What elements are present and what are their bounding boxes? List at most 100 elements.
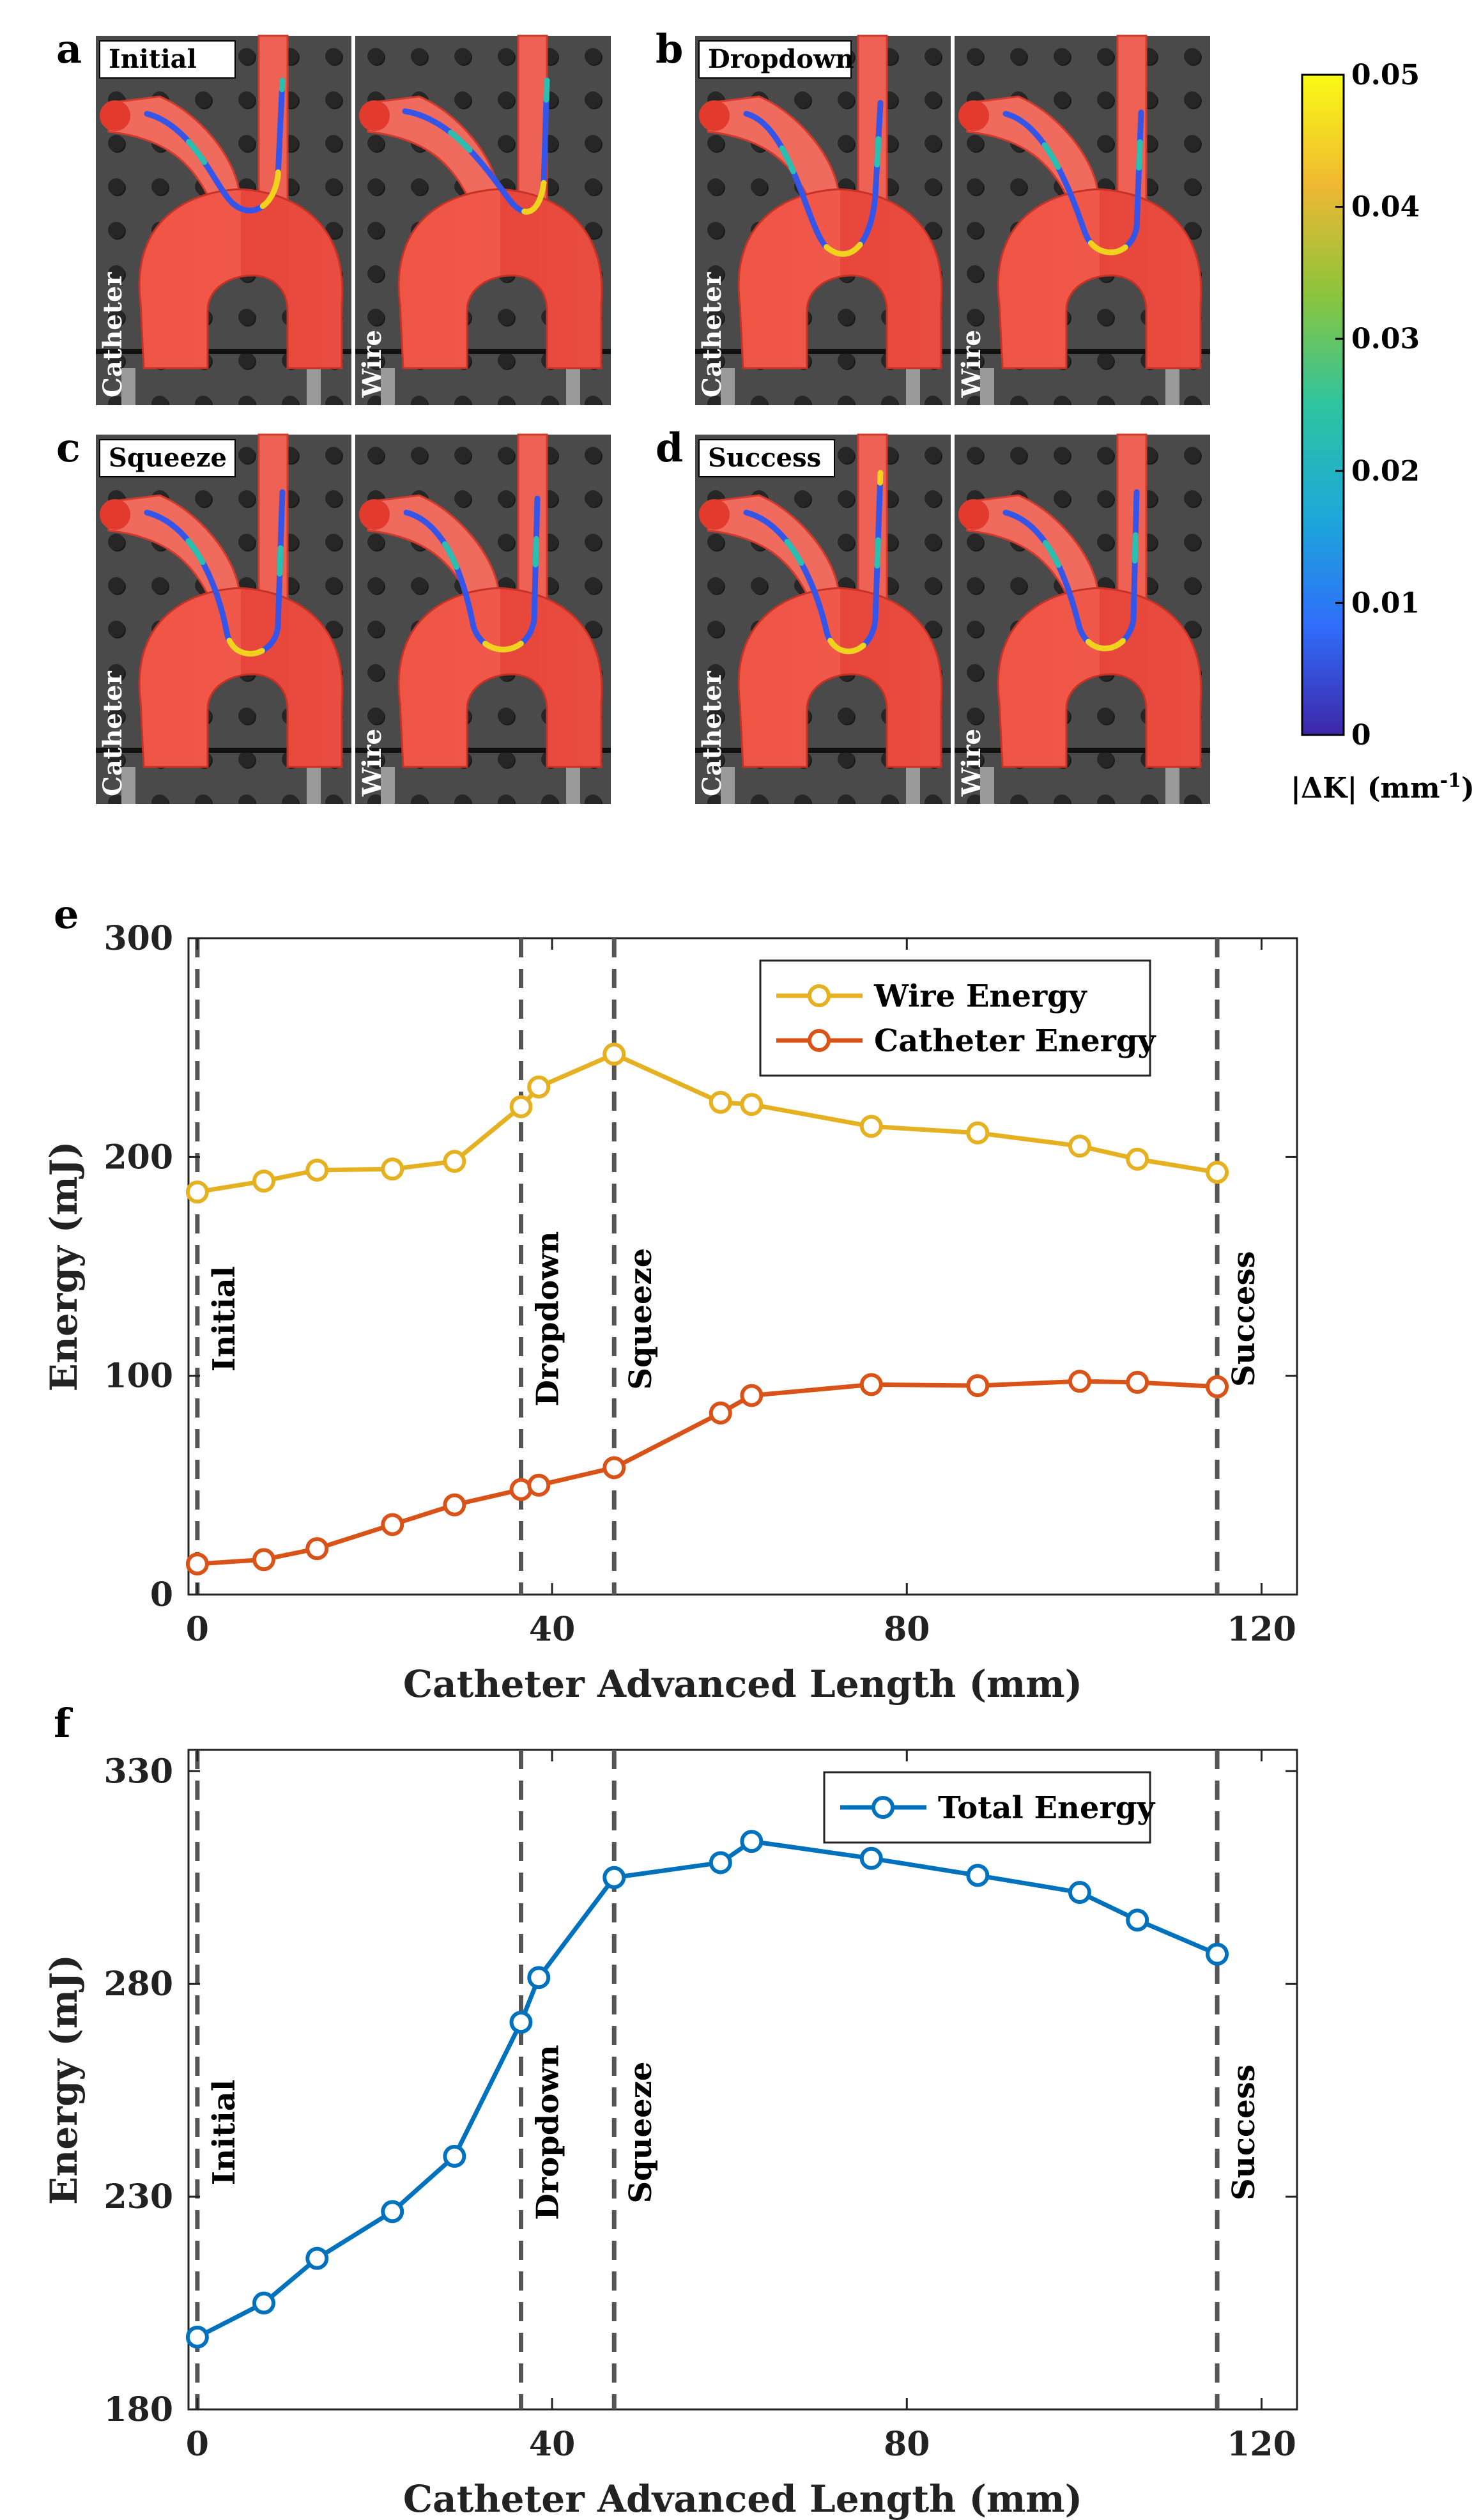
stage-tag: Squeeze <box>109 443 227 473</box>
stage-tag-box <box>99 40 236 79</box>
colorbar-tick-label: 0.04 <box>1351 191 1420 224</box>
legend-entry: Total Energy <box>938 1790 1156 1826</box>
aortic-arch <box>737 587 943 768</box>
legend-entry: Wire Energy <box>873 978 1088 1014</box>
y-tick-label: 300 <box>104 919 173 958</box>
event-label: Initial <box>206 2080 242 2185</box>
data-point <box>859 1373 883 1396</box>
colorbar-tick-label: 0.02 <box>1351 455 1420 488</box>
wire-label: Wire <box>357 330 387 398</box>
x-tick-label: 80 <box>884 1610 930 1649</box>
x-tick-label: 120 <box>1227 1610 1296 1649</box>
device-curve <box>1002 109 1144 256</box>
colorbar-tick-label: 0.01 <box>1351 587 1420 619</box>
tube-right <box>566 767 580 804</box>
legend-swatch-marker <box>871 1796 894 1819</box>
aortic-arch <box>997 188 1202 369</box>
series-total-energy <box>185 1830 1229 2349</box>
colorbar-tick-label: 0 <box>1351 719 1371 752</box>
x-tick-label: 0 <box>186 1610 209 1649</box>
aortic-arch <box>737 188 943 369</box>
tube-left <box>980 767 994 804</box>
legend-swatch-marker <box>808 984 831 1007</box>
y-tick-label: 200 <box>104 1138 173 1177</box>
inlet-cap <box>958 499 989 530</box>
series-catheter-energy <box>185 1370 1229 1576</box>
chart-e: Initial Dropdown Squeeze Success 0 40 80 120 0 10… <box>42 919 1298 1706</box>
legend: Total Energy <box>823 1771 1156 1844</box>
wire-label: Wire <box>357 729 387 797</box>
panel-label-f: f <box>54 1700 73 1747</box>
panel-label-d: d <box>656 424 683 471</box>
panel-label-e: e <box>54 891 79 938</box>
data-point <box>443 1493 466 1517</box>
stand-rail <box>355 748 611 753</box>
vessel-phantom <box>359 35 603 369</box>
stand-rail <box>955 748 1210 753</box>
wire-label: Wire <box>956 729 987 797</box>
y-tick-label: 180 <box>104 2390 173 2429</box>
data-point <box>381 1513 404 1536</box>
data-point <box>305 2246 329 2270</box>
event-label: Squeeze <box>623 2062 659 2204</box>
tube-right <box>307 767 321 804</box>
data-point <box>252 2291 275 2315</box>
x-axis-label: Catheter Advanced Length (mm) <box>403 1662 1082 1706</box>
aortic-arch <box>397 188 603 369</box>
data-point <box>859 1846 883 1870</box>
panel-a: a Catheter Wire Initial <box>56 26 611 405</box>
tube-right <box>906 368 920 405</box>
inlet-cap <box>359 100 390 131</box>
panel-c: c Catheter Wire Squeeze <box>56 424 611 804</box>
photo-right: Wire <box>355 433 611 804</box>
stand-rail <box>96 748 351 753</box>
tube-left <box>721 368 735 405</box>
stand-rail <box>695 349 951 354</box>
data-point <box>966 1864 990 1887</box>
event-label: Initial <box>206 1266 242 1372</box>
device-curve-high-curvature <box>743 100 884 257</box>
inlet-cap <box>100 499 130 530</box>
stand-rail <box>695 748 951 753</box>
stage-tag-box <box>99 439 236 477</box>
data-point <box>709 1090 732 1114</box>
device-curve-high-curvature <box>402 77 550 215</box>
data-point <box>252 1169 275 1193</box>
data-point <box>509 1095 533 1118</box>
stage-tag-box <box>698 40 852 79</box>
aortic-arch <box>997 587 1202 768</box>
tube-right <box>566 368 580 405</box>
colorbar-ticks: 0.05 0.04 0.03 0.02 0.01 0 <box>1335 59 1420 752</box>
plot-area <box>187 1749 1298 2411</box>
photo-left: Catheter <box>96 433 351 804</box>
data-point <box>709 1401 732 1425</box>
data-point <box>443 2144 466 2168</box>
data-point <box>1068 1881 1091 1905</box>
x-tick-label: 120 <box>1227 2425 1296 2464</box>
aortic-arch <box>397 587 603 768</box>
device-curve-high-curvature <box>403 495 541 653</box>
data-point <box>966 1374 990 1398</box>
y-axis-label: Energy (mJ) <box>42 1954 86 2205</box>
tube-left <box>721 767 735 804</box>
y-tick-label: 0 <box>150 1575 173 1614</box>
catheter-label: Catheter <box>98 670 128 796</box>
data-point <box>185 1552 209 1576</box>
panel-b: b Catheter Wire Dropdown <box>656 26 1210 405</box>
data-point <box>381 2200 404 2223</box>
event-label: Success <box>1226 1251 1262 1387</box>
device-curve-high-curvature <box>1002 489 1140 652</box>
photo-left: Catheter <box>695 433 951 804</box>
stage-tag: Dropdown <box>708 44 854 74</box>
data-point <box>603 1866 626 1889</box>
x-tick-label: 0 <box>186 2425 209 2464</box>
chart-f: Initial Dropdown Squeeze Success 0 40 80 120 180… <box>42 1749 1298 2520</box>
device-curve <box>144 489 286 657</box>
photo-left: Catheter <box>695 35 951 405</box>
device-curve-high-curvature <box>743 470 884 654</box>
event-label: Squeeze <box>623 1248 659 1390</box>
photo-right: Wire <box>955 433 1210 804</box>
y-tick-label: 230 <box>104 2177 173 2216</box>
photo-right: Wire <box>355 35 611 405</box>
